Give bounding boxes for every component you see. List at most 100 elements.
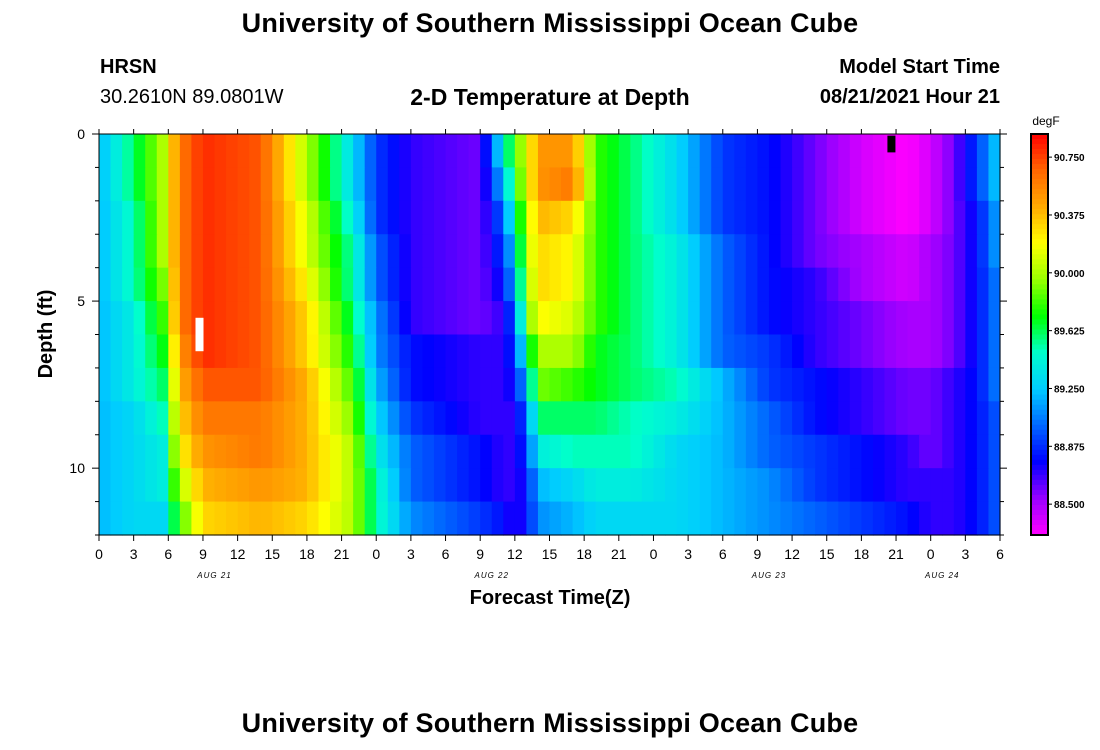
heatmap-cell [306,234,320,269]
heatmap-cell [503,401,516,436]
heatmap-cell [191,167,204,202]
heatmap-cell [364,367,377,402]
heatmap-cell [780,434,793,469]
colorbar-segment [1031,204,1048,210]
heatmap-cell [191,468,204,503]
heatmap-cell [688,334,701,369]
colorbar-segment [1031,499,1048,506]
heatmap-cell [330,367,343,402]
heatmap-cell [260,434,273,469]
colorbar-segment [1031,444,1048,451]
heatmap-cell [156,367,169,402]
colorbar-segment [1031,504,1048,511]
heatmap-cell [387,134,400,169]
heatmap-cell [376,468,389,503]
heatmap-cell [353,267,366,302]
heatmap-cell [376,434,389,469]
x-tick-label: 3 [684,546,692,562]
heatmap-cell [179,334,193,369]
heatmap-cell [480,401,493,436]
heatmap-cell [480,434,493,469]
heatmap-cell [364,334,377,369]
heatmap-cell [676,234,689,269]
heatmap-cell [838,434,851,469]
heatmap-cell [618,501,631,536]
heatmap-cell [572,301,585,336]
heatmap-cell [722,367,735,402]
heatmap-cell [653,334,666,369]
heatmap-cell [179,134,193,169]
heatmap-cell [988,334,1001,369]
heatmap-cell [734,401,747,436]
heatmap-cell [607,401,620,436]
heatmap-cell [145,401,158,436]
heatmap-cell [595,267,608,302]
heatmap-cell [341,200,354,235]
heatmap-cell [353,334,366,369]
x-tick-label: 9 [476,546,484,562]
heatmap-cell [457,301,470,336]
heatmap-cell [907,501,920,536]
heatmap-cell [341,468,354,503]
heatmap-cell [595,200,608,235]
y-tick-label: 0 [77,126,85,142]
x-tick-label: 15 [542,546,558,562]
heatmap-cell [919,434,932,469]
heatmap-cell [387,434,400,469]
heatmap-cell [272,468,285,503]
heatmap-cell [168,401,181,436]
heatmap-cell [907,401,920,436]
heatmap-cell [549,167,562,202]
colorbar-segment [1031,484,1048,491]
heatmap-cell [237,401,250,436]
heatmap-cell [330,200,343,235]
heatmap-cell [249,501,262,536]
heatmap-cell [896,301,909,336]
heatmap-cell [318,334,331,369]
heatmap-cell [826,234,839,269]
colorbar-segment [1031,274,1048,280]
heatmap-cell [780,401,793,436]
heatmap-cell [942,167,955,202]
heatmap-cell [849,167,862,202]
heatmap-cell [503,434,516,469]
heatmap-cell [965,434,978,469]
colorbar-segment [1031,149,1048,155]
heatmap-cell [445,234,458,269]
heatmap-cell [803,267,816,302]
heatmap-cell [688,134,701,169]
heatmap-cell [110,167,123,202]
heatmap-cell [838,367,851,402]
heatmap-cell [953,334,966,369]
colorbar-segment [1031,199,1048,205]
x-axis-ticks: 0 3 6 9 12 15 18 21 0 3 6 9 12 15 18 21 0 3 6 9 12 15 18 21 0 3 6 [95,129,1004,562]
heatmap-cell [260,267,273,302]
heatmap-cell [561,434,574,469]
colorbar-segment [1031,464,1048,471]
heatmap-cell [422,234,435,269]
heatmap-cell [665,401,678,436]
heatmap-cell [318,234,331,269]
heatmap-cell [330,234,343,269]
heatmap-cell [445,134,458,169]
heatmap-cell [711,468,724,503]
heatmap-cell [734,234,747,269]
heatmap-cell [295,167,308,202]
colorbar-segment [1031,139,1048,145]
heatmap-cell [237,501,250,536]
heatmap-cell [688,401,701,436]
heatmap-cell [745,468,759,503]
heatmap-cell [757,434,770,469]
heatmap-cell [803,468,816,503]
heatmap-cell [803,167,816,202]
heatmap-cell [514,234,527,269]
heatmap-cell [283,301,296,336]
heatmap-cell [780,367,793,402]
heatmap-cell [191,234,204,269]
heatmap-cell [572,334,585,369]
heatmap-cell [445,468,458,503]
x-tick-label: 15 [819,546,835,562]
heatmap-cell [306,134,320,169]
heatmap-cell [676,468,689,503]
colorbar-segment [1031,394,1048,401]
